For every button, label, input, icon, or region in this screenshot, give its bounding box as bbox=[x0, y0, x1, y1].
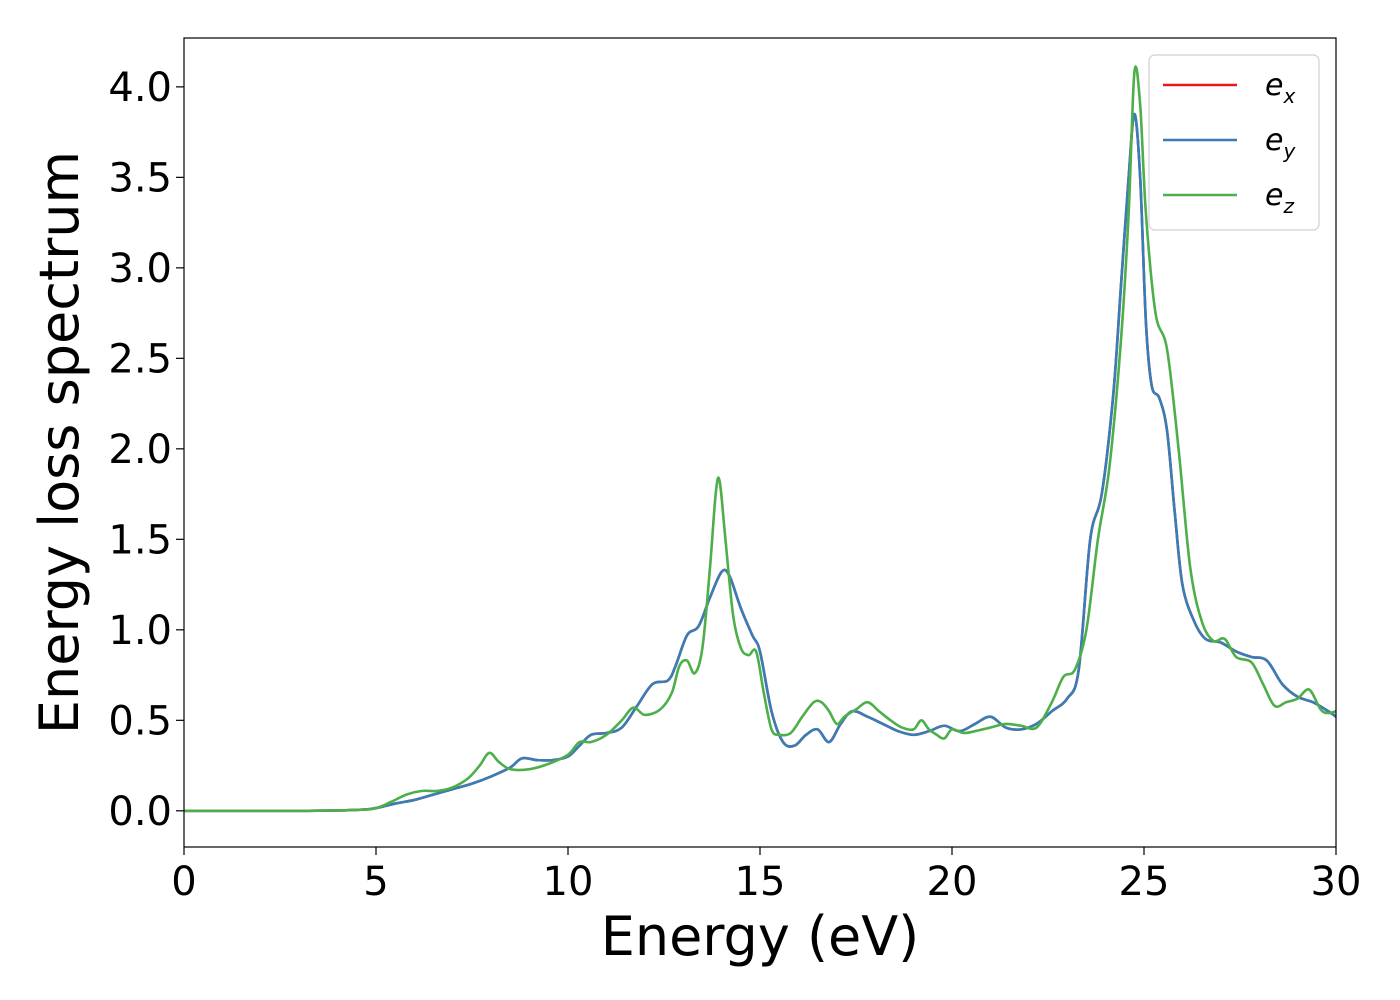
x-tick-label: 20 bbox=[927, 859, 978, 905]
legend-label-z: ez bbox=[1265, 178, 1294, 218]
y-tick-label: 2.5 bbox=[108, 336, 172, 382]
x-tick-label: 25 bbox=[1119, 859, 1170, 905]
x-tick-label: 15 bbox=[735, 859, 786, 905]
legend-label-x: ex bbox=[1265, 68, 1295, 108]
y-tick-label: 3.5 bbox=[108, 155, 172, 201]
series-line-z bbox=[184, 65, 1336, 813]
y-axis-ticks: 0.0 0.5 1.0 1.5 2.0 2.5 3.0 3.5 4.0 bbox=[108, 65, 184, 835]
x-axis-ticks: 0 5 10 15 20 25 30 bbox=[171, 847, 1361, 905]
y-axis-title: Energy loss spectrum bbox=[28, 151, 91, 734]
x-tick-label: 5 bbox=[363, 859, 388, 905]
y-tick-label: 0.0 bbox=[108, 789, 172, 835]
y-tick-label: 2.0 bbox=[108, 427, 172, 473]
x-tick-label: 10 bbox=[543, 859, 594, 905]
legend: ex ey ez bbox=[1148, 54, 1320, 231]
x-tick-label: 30 bbox=[1311, 859, 1362, 905]
y-tick-label: 4.0 bbox=[108, 65, 172, 111]
legend-box bbox=[1148, 54, 1320, 231]
y-tick-label: 1.5 bbox=[108, 517, 172, 563]
y-tick-label: 0.5 bbox=[108, 698, 172, 744]
x-axis-title: Energy (eV) bbox=[601, 905, 920, 968]
x-tick-label: 0 bbox=[171, 859, 196, 905]
series-line-y bbox=[184, 112, 1336, 813]
plot-lines bbox=[184, 65, 1336, 813]
legend-label-y: ey bbox=[1265, 123, 1296, 163]
y-tick-label: 3.0 bbox=[108, 246, 172, 292]
y-tick-label: 1.0 bbox=[108, 608, 172, 654]
